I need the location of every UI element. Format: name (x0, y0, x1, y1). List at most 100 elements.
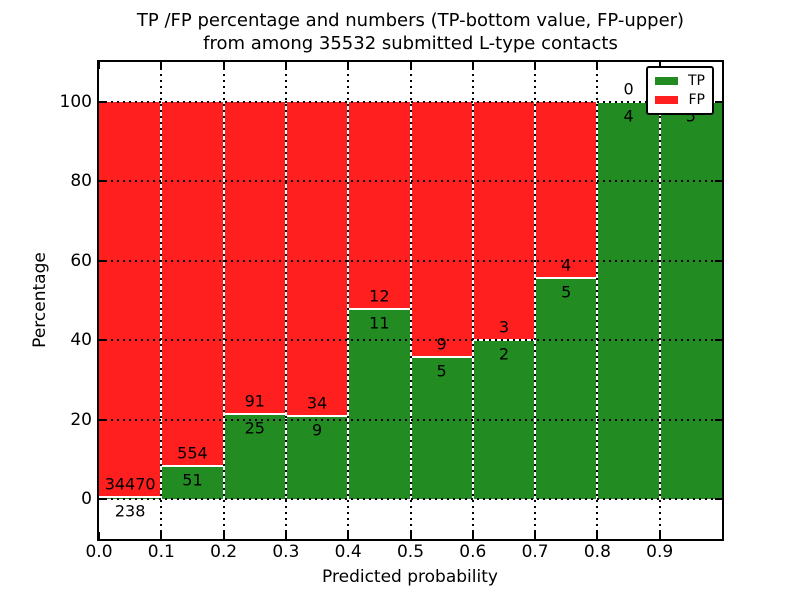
fp-count-label: 91 (244, 391, 265, 411)
bar-segment-fp (161, 101, 224, 466)
x-tick-mark (99, 532, 100, 539)
gridline-vertical (596, 62, 599, 539)
x-tick-label: 0.4 (334, 542, 362, 562)
x-tick-mark (160, 62, 163, 69)
x-tick-mark (471, 532, 474, 539)
bar-segment-fp (285, 101, 349, 417)
y-tick-label: 60 (70, 250, 92, 271)
bar-edge (348, 308, 411, 311)
bar-edge (161, 464, 224, 467)
x-tick-mark (347, 532, 350, 539)
legend-swatch-tp (655, 77, 678, 85)
y-tick-mark (99, 418, 106, 421)
bar-segment-tp (285, 416, 349, 500)
bar-segment-tp (659, 101, 722, 500)
tp-count-label: 11 (369, 313, 390, 333)
y-tick-mark (99, 498, 106, 501)
gridline-horizontal (99, 418, 722, 421)
bar-segment-tp (597, 101, 660, 500)
bar-segment-fp (348, 101, 411, 310)
y-tick-label: 20 (70, 409, 92, 430)
tp-count-label: 5 (685, 106, 696, 126)
x-tick-label: 0.8 (583, 542, 611, 562)
tp-count-label: 25 (244, 418, 265, 438)
gridline-vertical (347, 62, 350, 539)
x-tick-mark (222, 62, 225, 69)
fp-count-label: 554 (177, 443, 208, 463)
y-tick-label: 100 (59, 91, 92, 112)
bar-segment-tp (535, 278, 598, 500)
tp-count-label: 4 (623, 106, 634, 126)
bar-segment-tp (410, 357, 473, 500)
fp-count-label: 4 (561, 255, 572, 275)
y-tick-mark (99, 259, 106, 262)
bar-segment-fp (223, 101, 286, 414)
tp-count-label: 2 (498, 344, 510, 364)
x-tick-mark (99, 62, 100, 69)
fp-count-label: 34 (306, 393, 328, 413)
plot-area: 3447023855451912534912119532450405 (99, 62, 722, 539)
x-tick-label: 0.0 (85, 542, 113, 562)
fp-count-label: 9 (436, 334, 447, 354)
x-tick-mark (409, 62, 412, 69)
x-tick-mark (284, 532, 287, 539)
gridline-horizontal (99, 180, 722, 183)
fp-count-label: 34470 (104, 474, 156, 493)
tp-count-label: 9 (311, 420, 323, 440)
gridline-horizontal (99, 498, 722, 501)
chart-title-line-1: TP /FP percentage and numbers (TP-bottom… (136, 10, 685, 31)
fp-count-label: 0 (623, 79, 634, 99)
legend-label: TP (688, 73, 705, 89)
x-tick-mark (596, 62, 599, 69)
bar-edge (410, 356, 473, 359)
bar-segment-tp (99, 496, 162, 500)
bar-edge (223, 412, 286, 415)
x-axis-label: Predicted probability (322, 567, 498, 587)
gridline-vertical (534, 62, 537, 539)
gridline-vertical (284, 62, 287, 539)
x-tick-mark (596, 532, 599, 539)
x-tick-label: 0.5 (396, 542, 425, 562)
y-tick-label: 80 (70, 171, 92, 192)
y-tick-mark (715, 339, 722, 342)
gridline-vertical (222, 62, 225, 539)
y-tick-mark (715, 100, 722, 103)
tp-count-label: 51 (182, 470, 203, 490)
legend-item-fp: FP (655, 92, 705, 108)
y-tick-mark (715, 418, 722, 421)
x-tick-mark (160, 532, 163, 539)
x-tick-label: 0.7 (521, 542, 549, 562)
x-tick-mark (534, 62, 537, 69)
legend-swatch-fp (655, 96, 678, 104)
bar-edge (535, 277, 598, 280)
x-tick-mark (347, 62, 350, 69)
tp-count-label: 5 (561, 282, 572, 302)
fp-count-label: 3 (498, 317, 510, 337)
gridline-vertical (409, 62, 412, 539)
x-tick-mark (658, 62, 661, 69)
y-tick-label: 40 (70, 330, 92, 351)
x-tick-mark (471, 62, 474, 69)
bar-segment-fp (535, 101, 598, 279)
y-tick-mark (715, 259, 722, 262)
bar-segment-tp (161, 465, 224, 500)
x-tick-mark (409, 532, 412, 539)
legend: TP FP (646, 66, 714, 115)
gridline-horizontal (99, 100, 722, 103)
x-tick-label: 0.2 (210, 542, 238, 562)
bar-segment-fp (472, 101, 536, 341)
bar-segment-fp (99, 101, 162, 497)
y-tick-mark (715, 180, 722, 183)
gridline-vertical (658, 62, 661, 539)
y-tick-mark (715, 498, 722, 501)
bar-segment-fp (410, 101, 473, 358)
y-tick-mark (99, 339, 106, 342)
fp-count-label: 12 (369, 286, 390, 306)
x-tick-mark (534, 532, 537, 539)
gridline-horizontal (99, 259, 722, 262)
y-tick-mark (99, 100, 106, 103)
x-tick-label: 0.9 (646, 542, 674, 562)
chart-title-line-2: from among 35532 submitted L-type contac… (203, 33, 618, 54)
y-tick-label: 0 (81, 489, 92, 510)
